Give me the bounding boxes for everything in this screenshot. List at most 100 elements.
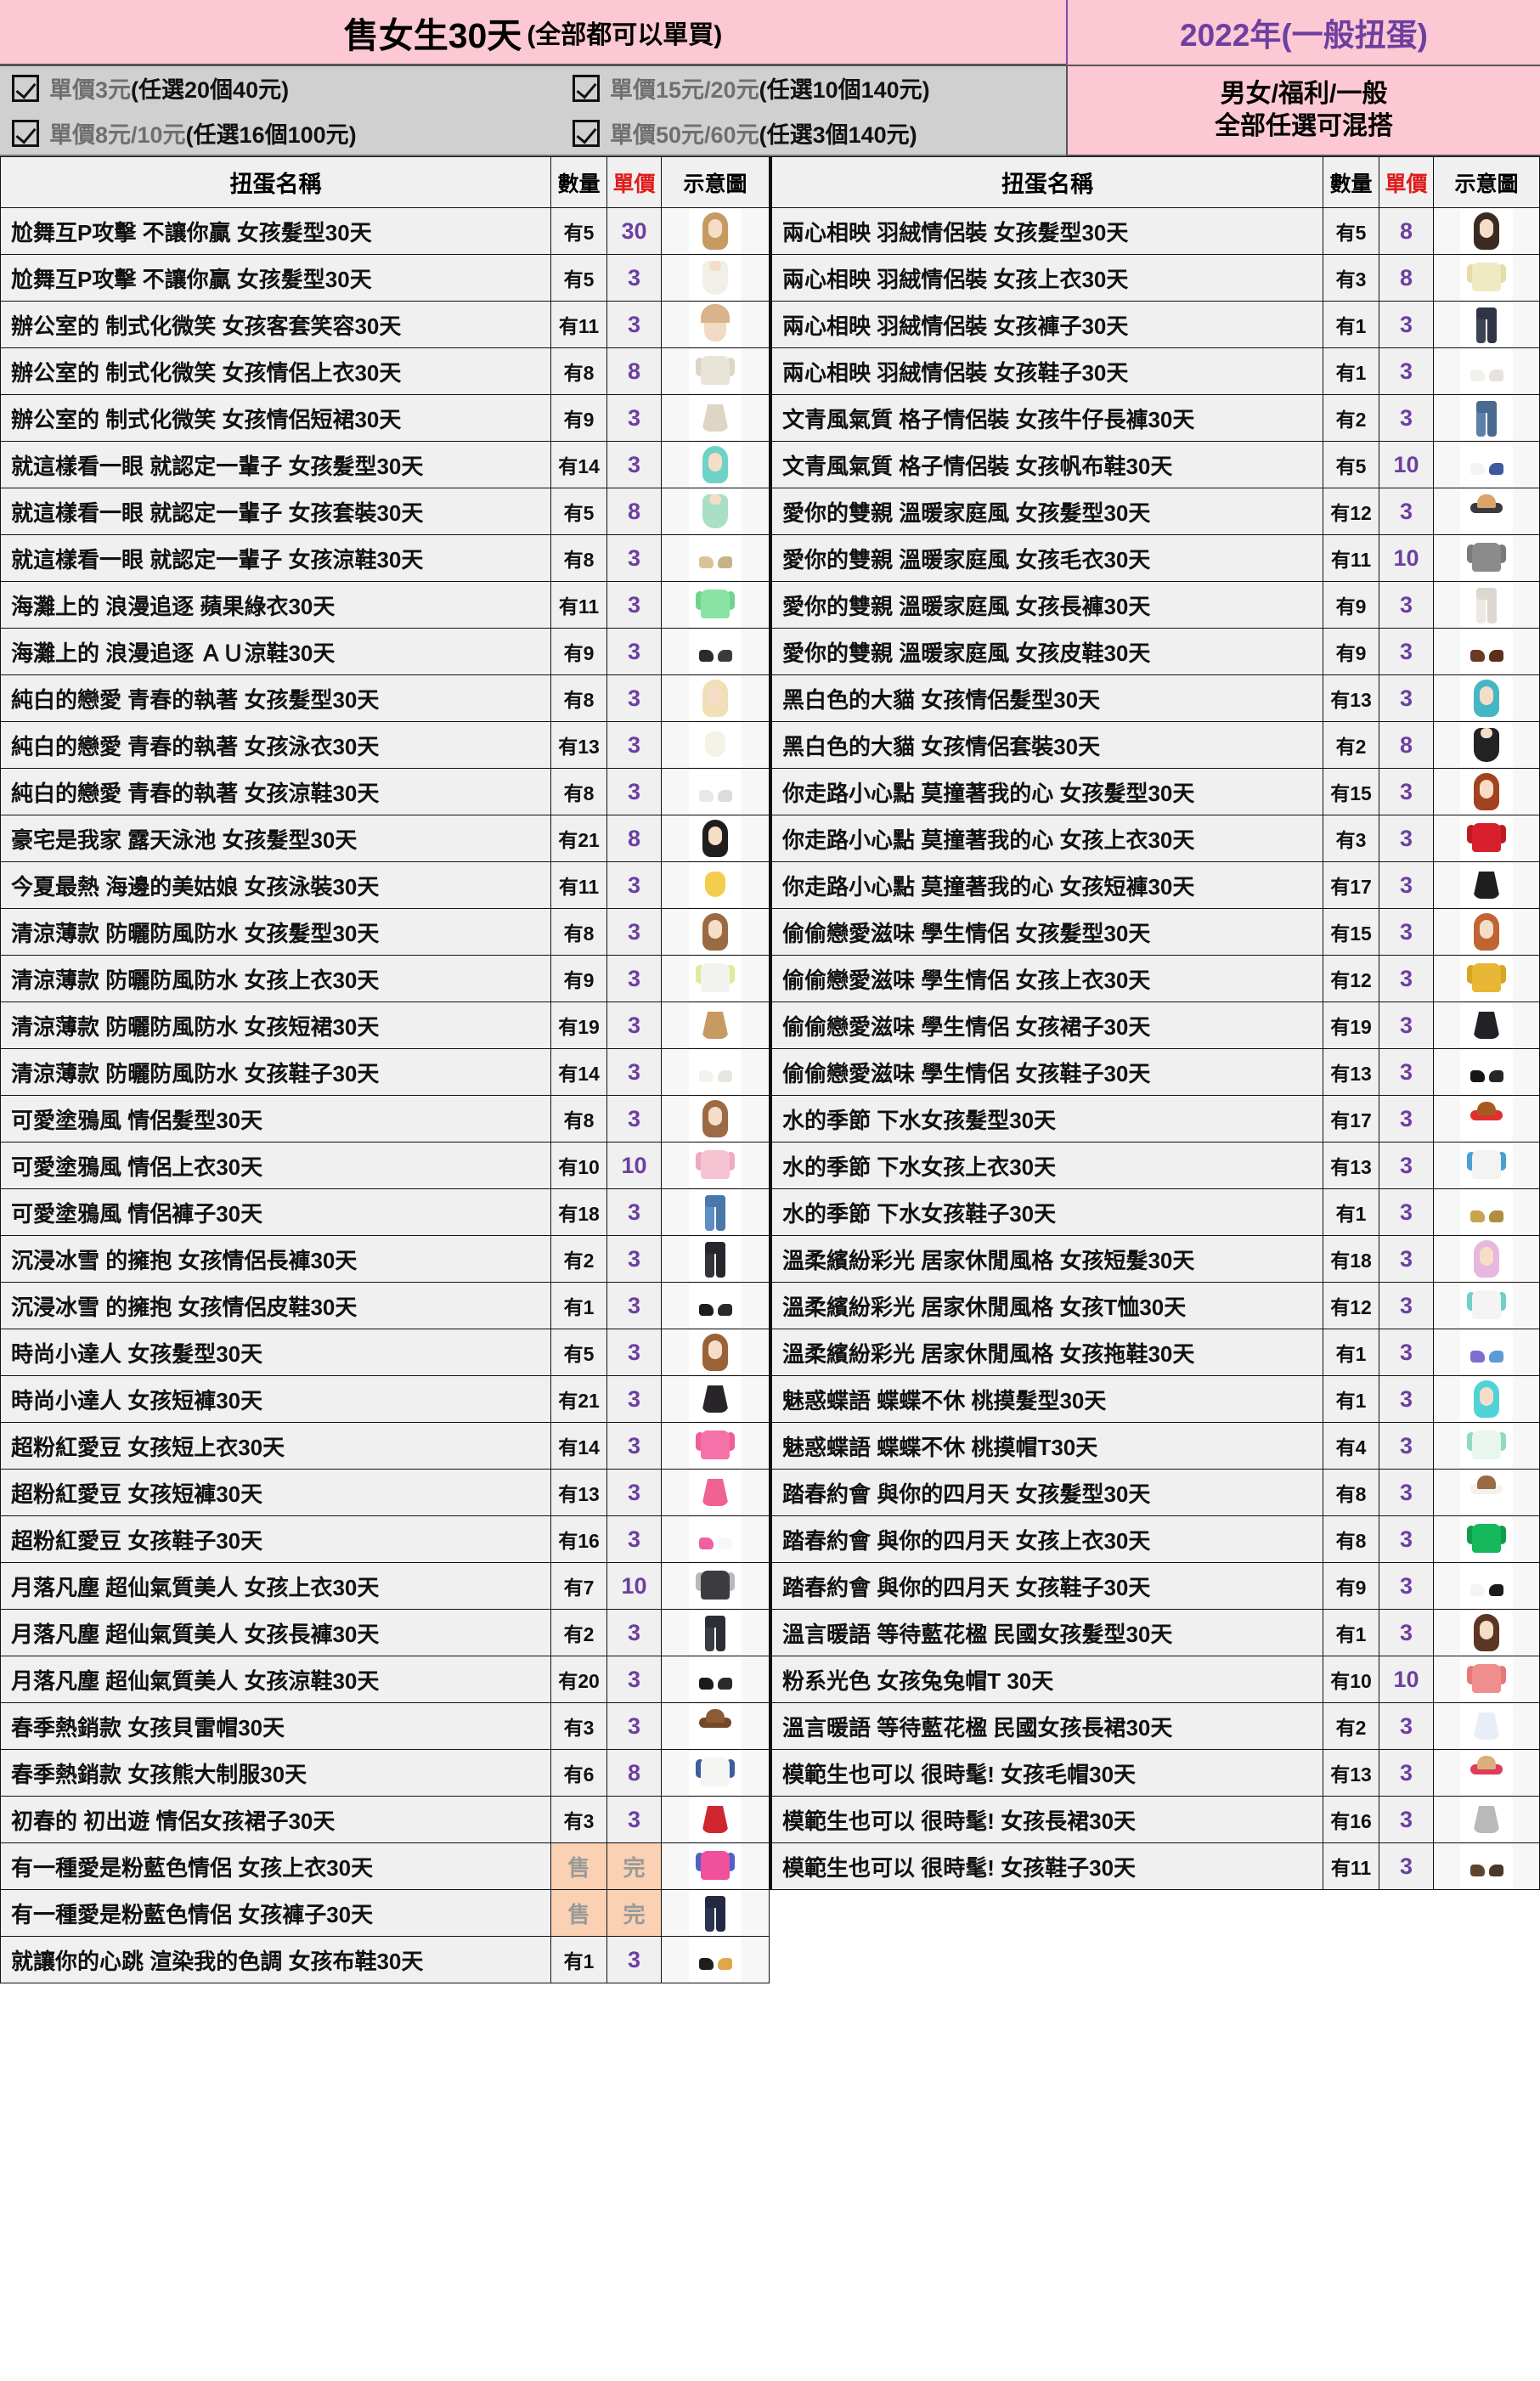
hair-thumbnail-icon bbox=[1460, 676, 1513, 720]
table-row: 純白的戀愛 青春的執著 女孩髮型30天 有8 3 bbox=[0, 674, 770, 722]
hat-thumbnail-icon bbox=[1460, 1470, 1513, 1515]
item-thumbnail-cell bbox=[1433, 347, 1540, 395]
item-quantity-cell: 有20 bbox=[550, 1656, 607, 1703]
table-row: 模範生也可以 很時髦! 女孩鞋子30天 有11 3 bbox=[771, 1842, 1540, 1890]
item-thumbnail-cell bbox=[1433, 628, 1540, 675]
dress-thumbnail-icon bbox=[689, 489, 742, 533]
item-thumbnail-cell bbox=[1433, 1142, 1540, 1189]
item-quantity-cell: 有3 bbox=[550, 1796, 607, 1843]
item-quantity-cell: 有1 bbox=[1323, 1188, 1379, 1236]
item-name-cell: 豪宅是我家 露天泳池 女孩髮型30天 bbox=[0, 815, 551, 862]
skirt-thumbnail-icon bbox=[689, 1470, 742, 1515]
price-option-2[interactable]: 單價15元/20元(任選10個140元) bbox=[561, 65, 1066, 110]
item-table-right: 扭蛋名稱 數量 單價 示意圖 兩心相映 羽絨情侶裝 女孩髮型30天 有5 8 兩心相映… bbox=[771, 156, 1540, 1890]
item-name-cell: 模範生也可以 很時髦! 女孩鞋子30天 bbox=[771, 1842, 1323, 1890]
item-quantity-cell: 有1 bbox=[1323, 301, 1379, 348]
item-name-cell: 兩心相映 羽絨情侶裝 女孩鞋子30天 bbox=[771, 347, 1323, 395]
price-option-4[interactable]: 單價50元/60元(任選3個140元) bbox=[561, 110, 1066, 155]
table-row: 愛你的雙親 溫暖家庭風 女孩毛衣30天 有11 10 bbox=[771, 534, 1540, 582]
item-name-cell: 今夏最熱 海邊的美姑娘 女孩泳裝30天 bbox=[0, 861, 551, 909]
table-row: 偷偷戀愛滋味 學生情侶 女孩鞋子30天 有13 3 bbox=[771, 1048, 1540, 1096]
item-thumbnail-cell bbox=[1433, 1048, 1540, 1096]
item-thumbnail-cell bbox=[1433, 394, 1540, 442]
table-row: 粉系光色 女孩兔兔帽T 30天 有10 10 bbox=[771, 1656, 1540, 1703]
item-name-cell: 月落凡塵 超仙氣質美人 女孩上衣30天 bbox=[0, 1562, 551, 1610]
table-row: 沉浸冰雪 的擁抱 女孩情侶皮鞋30天 有1 3 bbox=[0, 1282, 770, 1329]
table-row: 溫言暖語 等待藍花楹 民國女孩長裙30天 有2 3 bbox=[771, 1702, 1540, 1750]
shoe-thumbnail-icon bbox=[1460, 1330, 1513, 1374]
shoe-thumbnail-icon bbox=[689, 1050, 742, 1094]
item-price-cell: 3 bbox=[1379, 1001, 1434, 1049]
skirt-thumbnail-icon bbox=[689, 396, 742, 440]
item-thumbnail-cell bbox=[1433, 1469, 1540, 1516]
table-row: 清涼薄款 防曬防風防水 女孩鞋子30天 有14 3 bbox=[0, 1048, 770, 1096]
table-row: 兩心相映 羽絨情侶裝 女孩上衣30天 有3 8 bbox=[771, 254, 1540, 302]
item-quantity-cell: 有8 bbox=[1323, 1515, 1379, 1563]
item-quantity-cell: 有13 bbox=[1323, 1749, 1379, 1797]
shoe-thumbnail-icon bbox=[689, 1517, 742, 1561]
top-thumbnail-icon bbox=[689, 583, 742, 627]
top-thumbnail-icon bbox=[1460, 536, 1513, 580]
price-option-3[interactable]: 單價8元/10元(任選16個100元) bbox=[0, 110, 561, 155]
item-quantity-cell: 有1 bbox=[550, 1282, 607, 1329]
item-quantity-cell: 售 bbox=[550, 1842, 607, 1890]
item-thumbnail-cell bbox=[661, 628, 770, 675]
item-price-cell: 3 bbox=[606, 1422, 662, 1470]
item-quantity-cell: 有15 bbox=[1323, 768, 1379, 815]
top-thumbnail-icon bbox=[1460, 956, 1513, 1001]
item-quantity-cell: 有21 bbox=[550, 815, 607, 862]
table-row: 月落凡塵 超仙氣質美人 女孩涼鞋30天 有20 3 bbox=[0, 1656, 770, 1703]
item-thumbnail-cell bbox=[661, 1562, 770, 1610]
shoe-thumbnail-icon bbox=[689, 1938, 742, 1982]
table-row: 黑白色的大貓 女孩情侶套裝30天 有2 8 bbox=[771, 721, 1540, 769]
item-thumbnail-cell bbox=[661, 1515, 770, 1563]
item-quantity-cell: 有11 bbox=[1323, 1842, 1379, 1890]
table-row: 海灘上的 浪漫追逐 ＡＵ涼鞋30天 有9 3 bbox=[0, 628, 770, 675]
hair-thumbnail-icon bbox=[689, 816, 742, 860]
item-name-cell: 愛你的雙親 溫暖家庭風 女孩長褲30天 bbox=[771, 581, 1323, 629]
item-price-cell: 完 bbox=[606, 1842, 662, 1890]
table-row: 文青風氣質 格子情侶裝 女孩帆布鞋30天 有5 10 bbox=[771, 441, 1540, 488]
item-price-cell: 3 bbox=[606, 394, 662, 442]
item-thumbnail-cell bbox=[1433, 721, 1540, 769]
top-thumbnail-icon bbox=[1460, 1424, 1513, 1468]
item-name-cell: 尬舞互P攻擊 不讓你贏 女孩髮型30天 bbox=[0, 254, 551, 302]
item-price-cell: 3 bbox=[1379, 1515, 1434, 1563]
item-thumbnail-cell bbox=[1433, 1609, 1540, 1656]
price-option-1[interactable]: 單價3元(任選20個40元) bbox=[0, 65, 561, 110]
item-thumbnail-cell bbox=[1433, 1001, 1540, 1049]
item-quantity-cell: 有1 bbox=[1323, 347, 1379, 395]
table-row: 可愛塗鴉風 情侶褲子30天 有18 3 bbox=[0, 1188, 770, 1236]
item-price-cell: 3 bbox=[606, 955, 662, 1002]
checkbox-checked-icon[interactable] bbox=[12, 74, 39, 102]
item-price-cell: 3 bbox=[606, 1001, 662, 1049]
item-name-cell: 可愛塗鴉風 情侶上衣30天 bbox=[0, 1142, 551, 1189]
hair-thumbnail-icon bbox=[689, 1330, 742, 1374]
price-option-3-label: 單價8元/10元(任選16個100元) bbox=[49, 122, 357, 148]
shoe-thumbnail-icon bbox=[1460, 443, 1513, 487]
item-price-cell: 3 bbox=[1379, 1609, 1434, 1656]
table-row: 清涼薄款 防曬防風防水 女孩短裙30天 有19 3 bbox=[0, 1001, 770, 1049]
checkbox-checked-icon[interactable] bbox=[12, 119, 39, 147]
top-thumbnail-icon bbox=[689, 349, 742, 393]
item-quantity-cell: 有3 bbox=[1323, 254, 1379, 302]
item-price-cell: 3 bbox=[1379, 955, 1434, 1002]
item-name-cell: 水的季節 下水女孩上衣30天 bbox=[771, 1142, 1323, 1189]
item-quantity-cell: 有11 bbox=[1323, 534, 1379, 582]
item-price-cell: 3 bbox=[606, 721, 662, 769]
item-price-cell: 完 bbox=[606, 1889, 662, 1937]
item-quantity-cell: 有13 bbox=[1323, 674, 1379, 722]
page-banner: 售女生30天 (全部都可以單買) 2022年(一般扭蛋) bbox=[0, 0, 1540, 66]
checkbox-checked-icon[interactable] bbox=[573, 74, 600, 102]
table-row: 偷偷戀愛滋味 學生情侶 女孩髮型30天 有15 3 bbox=[771, 908, 1540, 956]
skirt-thumbnail-icon bbox=[1460, 1003, 1513, 1047]
checkbox-checked-icon[interactable] bbox=[573, 119, 600, 147]
item-quantity-cell: 有9 bbox=[550, 955, 607, 1002]
item-thumbnail-cell bbox=[1433, 1515, 1540, 1563]
col-header-img: 示意圖 bbox=[661, 156, 770, 208]
top-thumbnail-icon bbox=[689, 1564, 742, 1608]
item-name-cell: 踏春約會 與你的四月天 女孩鞋子30天 bbox=[771, 1562, 1323, 1610]
item-quantity-cell: 售 bbox=[550, 1889, 607, 1937]
item-price-cell: 3 bbox=[606, 1048, 662, 1096]
item-thumbnail-cell bbox=[661, 1469, 770, 1516]
